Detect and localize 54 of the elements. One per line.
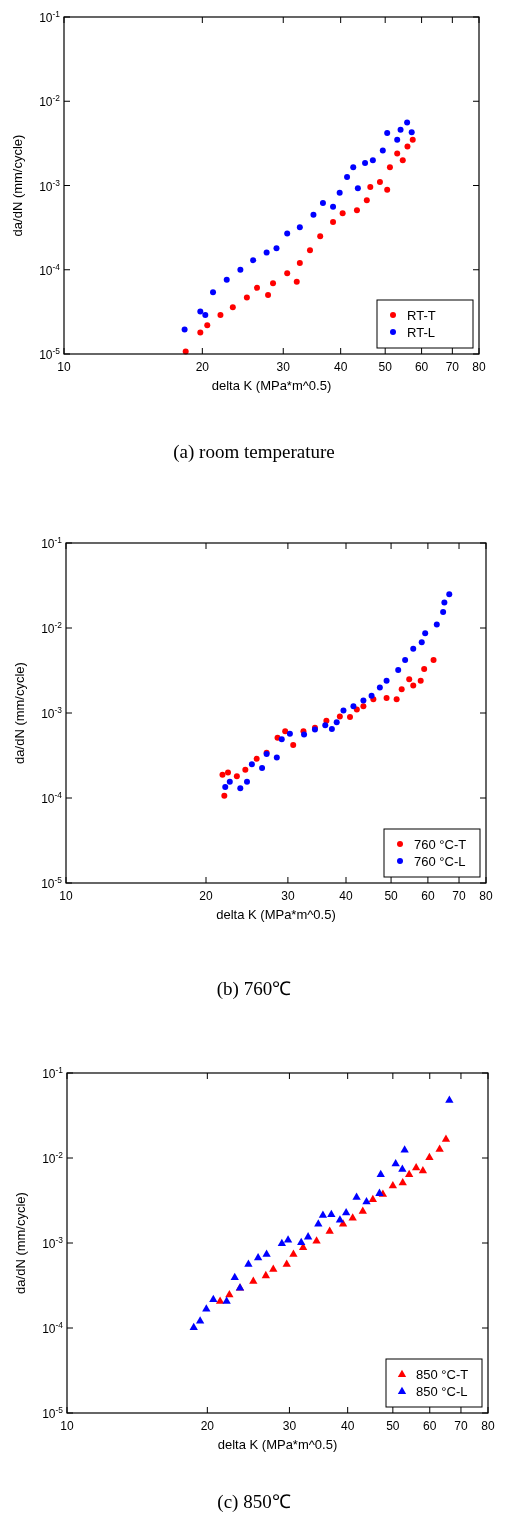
legend-label: 760 °C-T bbox=[414, 837, 467, 852]
y-tick-label: 10$^{-3}$ bbox=[39, 177, 61, 194]
legend-label: 760 °C-L bbox=[414, 854, 466, 869]
y-tick-label: 10$^{-1}$ bbox=[41, 535, 63, 551]
x-tick-label: 40 bbox=[340, 1419, 355, 1433]
y-axis-title: da/dN (mm/cycle) bbox=[13, 1192, 28, 1294]
x-tick-label: 30 bbox=[281, 889, 295, 903]
x-tick-label: 60 bbox=[414, 360, 429, 374]
x-tick-label: 60 bbox=[423, 1419, 437, 1433]
x-tick-label: 70 bbox=[454, 1419, 468, 1433]
y-tick-label: 10$^{-4}$ bbox=[42, 1320, 64, 1336]
x-tick-label: 10 bbox=[60, 1419, 74, 1433]
y-axis-title: da/dN (mm/cycle) bbox=[12, 662, 27, 764]
legend-label: 850 °C-L bbox=[416, 1384, 468, 1399]
x-tick-label: 50 bbox=[378, 360, 393, 374]
x-tick-label: 30 bbox=[276, 360, 291, 374]
x-tick-label: 60 bbox=[421, 889, 435, 903]
x-tick-label: 70 bbox=[452, 889, 467, 903]
y-tick-label: 10$^{-1}$ bbox=[42, 1065, 64, 1081]
text: (c) 850℃ bbox=[217, 1491, 291, 1513]
y-tick-label: 10$^{-2}$ bbox=[42, 1150, 64, 1166]
x-tick-label: 20 bbox=[195, 360, 210, 374]
text: (b) 760℃ bbox=[216, 978, 292, 1000]
y-tick-label: 10$^{-2}$ bbox=[41, 620, 63, 636]
x-tick-label: 80 bbox=[481, 1419, 495, 1433]
x-tick-label: 80 bbox=[479, 889, 493, 903]
y-tick-label: 10$^{-1}$ bbox=[39, 9, 61, 25]
x-axis-title: delta K (MPa*m^0.5) bbox=[211, 378, 332, 393]
x-tick-label: 20 bbox=[199, 889, 213, 903]
text: (a) room temperature bbox=[173, 441, 335, 463]
legend-label: RT-T bbox=[407, 308, 436, 323]
y-tick-label: 10$^{-5}$ bbox=[39, 346, 61, 362]
y-tick-label: 10$^{-4}$ bbox=[41, 790, 63, 806]
x-tick-label: 70 bbox=[445, 360, 460, 374]
y-tick-label: 10$^{-5}$ bbox=[41, 875, 63, 891]
y-tick-label: 10$^{-4}$ bbox=[39, 261, 61, 278]
x-tick-label: 20 bbox=[200, 1419, 215, 1433]
x-tick-label: 10 bbox=[59, 889, 73, 903]
x-tick-label: 50 bbox=[386, 1419, 400, 1433]
y-tick-label: 10$^{-3}$ bbox=[41, 705, 63, 721]
x-axis-title: delta K (MPa*m^0.5) bbox=[216, 907, 336, 922]
x-tick-label: 40 bbox=[339, 889, 353, 903]
legend-label: RT-L bbox=[407, 325, 435, 340]
y-tick-label: 10$^{-2}$ bbox=[39, 93, 61, 110]
x-tick-label: 30 bbox=[282, 1419, 297, 1433]
y-axis-title: da/dN (mm/cycle) bbox=[10, 134, 25, 237]
x-tick-label: 10 bbox=[57, 360, 71, 374]
y-tick-label: 10$^{-5}$ bbox=[42, 1405, 64, 1421]
x-tick-label: 50 bbox=[384, 889, 399, 903]
x-tick-label: 80 bbox=[472, 360, 486, 374]
x-axis-title: delta K (MPa*m^0.5) bbox=[217, 1437, 338, 1452]
y-tick-label: 10$^{-3}$ bbox=[42, 1235, 64, 1251]
legend-label: 850 °C-T bbox=[416, 1367, 469, 1382]
x-tick-label: 40 bbox=[333, 360, 348, 374]
